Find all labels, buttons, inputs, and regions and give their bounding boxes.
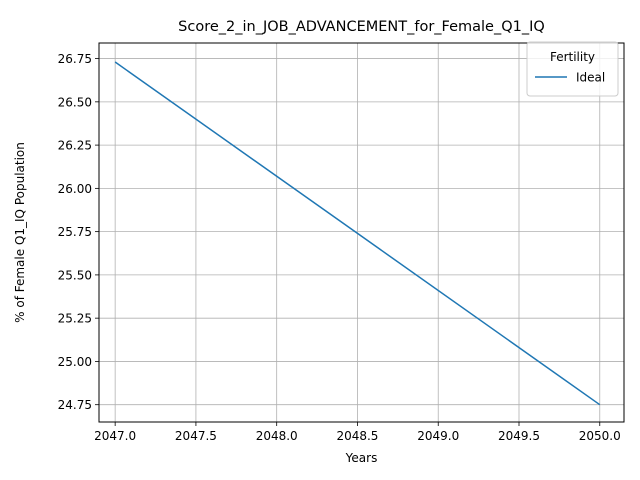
- x-tick-label: 2049.0: [417, 429, 459, 443]
- y-tick-label: 26.00: [58, 182, 92, 196]
- y-axis-label: % of Female Q1_IQ Population: [13, 142, 27, 323]
- legend-box: [526, 41, 619, 97]
- y-tick-label: 26.25: [58, 139, 92, 153]
- chart-title: Score_2_in_JOB_ADVANCEMENT_for_Female_Q1…: [178, 19, 545, 35]
- x-tick-label: 2050.0: [579, 429, 621, 443]
- series-layer: [114, 61, 601, 406]
- legend-label-ideal: Ideal: [576, 71, 605, 85]
- x-tick-label: 2047.5: [175, 429, 217, 443]
- y-tick-label: 25.50: [58, 268, 92, 282]
- y-tick-label: 25.00: [58, 355, 92, 369]
- x-tick-label: 2049.5: [498, 429, 540, 443]
- y-tick-label: 24.75: [58, 398, 92, 412]
- legend-title: Fertility: [550, 50, 595, 64]
- plot-frame: [98, 42, 625, 423]
- x-tick-label: 2048.0: [256, 429, 298, 443]
- x-axis-ticks: 2047.0 2047.5 2048.0 2048.5 2049.0 2049.5 2050…: [94, 422, 621, 443]
- y-tick-label: 25.25: [58, 312, 92, 326]
- y-tick-label: 26.50: [58, 95, 92, 109]
- x-tick-label: 2047.0: [94, 429, 136, 443]
- y-axis-ticks: 24.75 25.00 25.25 25.50 25.75 26.00 26.25 26.50…: [58, 52, 99, 412]
- x-axis-label: Years: [345, 451, 378, 465]
- legend: Fertility Ideal: [526, 41, 619, 97]
- grid: [99, 43, 624, 422]
- y-tick-label: 25.75: [58, 225, 92, 239]
- x-tick-label: 2048.5: [336, 429, 378, 443]
- y-tick-label: 26.75: [58, 52, 92, 66]
- series-line-ideal: [114, 61, 601, 406]
